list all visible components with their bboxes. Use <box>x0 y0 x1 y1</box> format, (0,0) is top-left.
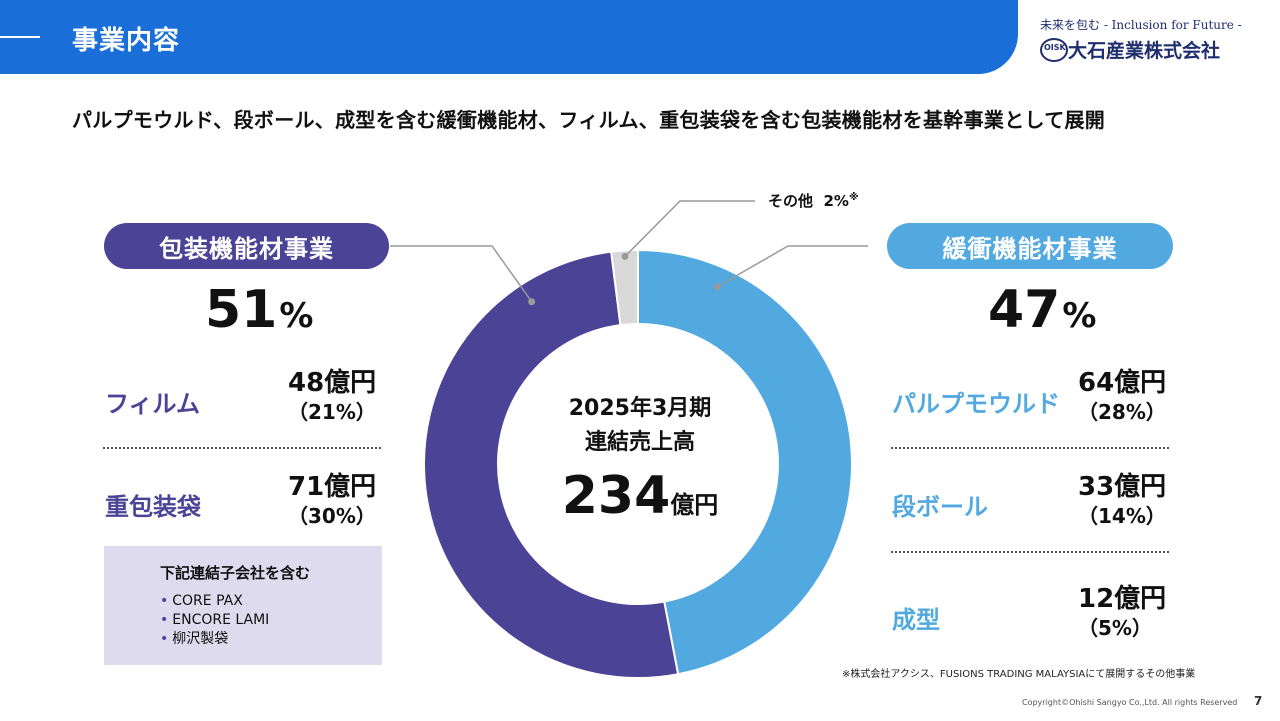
leader-line-cushioning <box>716 245 868 288</box>
total-value: 234 <box>561 466 671 526</box>
note-title: 下記連結子会社を含む <box>160 564 311 582</box>
amount-value: 12億円 <box>1078 584 1167 614</box>
other-pct: 2% <box>823 192 849 210</box>
logo-tagline: 未来を包む - Inclusion for Future - <box>1040 18 1242 32</box>
subsidiary-list: • CORE PAX • ENCORE LAMI • 柳沢製袋 <box>160 592 269 649</box>
amount-value: 64億円 <box>1078 368 1167 398</box>
page-subtitle: パルプモウルド、段ボール、成型を含む緩衝機能材、フィルム、重包装袋を含む包装機能… <box>72 108 1106 132</box>
amount-share: （28%） <box>1078 399 1166 424</box>
other-footnote-mark: ※ <box>848 192 859 203</box>
divider <box>103 447 381 449</box>
list-item: • 柳沢製袋 <box>160 630 269 649</box>
sales-label: 連結売上高 <box>584 430 695 455</box>
category-amount-film: 48億円 （21%） <box>288 367 376 425</box>
list-item: • CORE PAX <box>160 592 269 611</box>
category-amount-cardboard: 33億円 （14%） <box>1078 471 1166 529</box>
segment-label-cushioning: 緩衝機能材事業 <box>887 223 1173 269</box>
category-amount-pulp-mold: 64億円 （28%） <box>1078 367 1166 425</box>
subsidiary-name: CORE PAX <box>172 593 243 609</box>
amount-value: 48億円 <box>288 368 377 398</box>
divider <box>891 447 1169 449</box>
bullet: • <box>160 631 169 647</box>
segment-pct-value: 51 <box>205 280 278 340</box>
segment-pct-value: 47 <box>988 280 1061 340</box>
category-label-cardboard: 段ボール <box>892 493 988 521</box>
amount-value: 33億円 <box>1078 472 1167 502</box>
leader-lines <box>390 200 868 306</box>
donut-slices <box>423 248 853 679</box>
subsidiary-name: ENCORE LAMI <box>172 612 270 628</box>
segment-label-packaging: 包装機能材事業 <box>104 223 389 269</box>
header-accent-line <box>0 36 40 38</box>
page-title: 事業内容 <box>72 26 181 56</box>
fiscal-period: 2025年3月期 <box>568 396 712 421</box>
total-sales: 234億円 <box>528 466 752 526</box>
amount-value: 71億円 <box>288 472 377 502</box>
subsidiaries-note: 下記連結子会社を含む • CORE PAX • ENCORE LAMI • 柳沢製袋 <box>104 546 382 665</box>
amount-share: （21%） <box>288 399 376 424</box>
copyright: Copyright©Ohishi Sangyo Co.,Ltd. All rig… <box>1022 698 1238 707</box>
segment-pct-unit: % <box>279 296 314 336</box>
header-bar: 事業内容 <box>0 0 1018 74</box>
segment-pct-cushioning: 47% <box>988 280 1096 340</box>
company-name: 大石産業株式会社 <box>1068 40 1221 62</box>
list-item: • ENCORE LAMI <box>160 611 269 630</box>
bullet: • <box>160 593 169 609</box>
leader-line-packaging <box>390 245 533 303</box>
category-label-molding: 成型 <box>892 606 940 634</box>
category-label-bags: 重包装袋 <box>105 493 201 521</box>
leader-line-cushioning-dot <box>713 283 721 291</box>
slice-cushioning <box>637 248 853 676</box>
logo-mark-text: OISK <box>1044 43 1066 52</box>
leader-line-packaging-dot <box>528 298 536 306</box>
other-name: その他 <box>768 192 814 210</box>
category-label-film: フィルム <box>105 390 201 418</box>
category-amount-bags: 71億円 （30%） <box>288 471 376 529</box>
leader-line-other-dot <box>621 252 629 260</box>
subsidiary-name: 柳沢製袋 <box>172 631 229 647</box>
slice-packaging <box>423 250 680 679</box>
category-label-pulp-mold: パルプモウルド <box>892 390 1060 418</box>
other-segment-label: その他 2%※ <box>768 190 859 211</box>
company-logo-icon: OISK <box>1040 38 1068 62</box>
divider <box>891 551 1169 553</box>
page-number: 7 <box>1254 694 1263 708</box>
footnote: ※株式会社アクシス、FUSIONS TRADING MALAYSIAにて展開する… <box>842 669 1196 680</box>
slice-other <box>610 248 639 327</box>
donut-center-label: 2025年3月期 連結売上高 234億円 <box>528 392 752 526</box>
amount-share: （30%） <box>288 503 376 528</box>
total-unit: 億円 <box>670 491 719 519</box>
amount-share: （14%） <box>1078 503 1166 528</box>
category-amount-molding: 12億円 （5%） <box>1078 583 1166 641</box>
segment-pct-packaging: 51% <box>205 280 313 340</box>
leader-line-other <box>624 200 755 257</box>
segment-pct-unit: % <box>1062 296 1097 336</box>
bullet: • <box>160 612 169 628</box>
amount-share: （5%） <box>1078 615 1152 640</box>
